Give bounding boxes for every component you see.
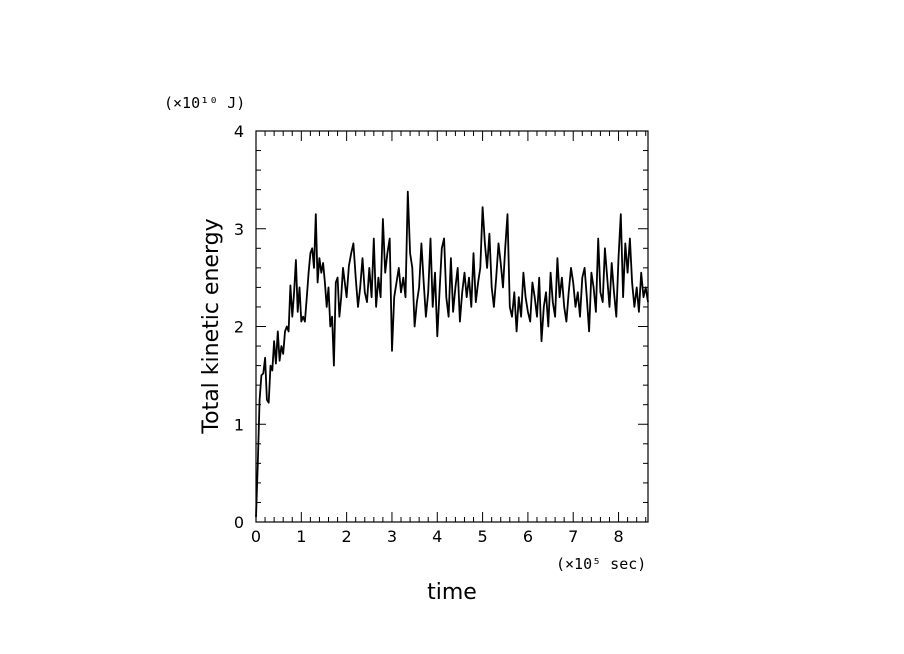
series-layer (255, 190, 649, 518)
axis-ticks (255, 130, 648, 523)
y-tick-label: 4 (234, 122, 244, 141)
y-tick-label: 2 (234, 318, 244, 337)
x-tick-label: 3 (387, 527, 397, 546)
x-tick-label: 7 (568, 527, 578, 546)
x-axis-title: time (427, 580, 477, 605)
x-tick-label: 5 (477, 527, 487, 546)
x-tick-label: 0 (251, 527, 261, 546)
series-line-0 (255, 190, 649, 518)
tick-labels: 0 1 2 3 4 5 6 7 8 0 1 2 3 4 (234, 122, 624, 546)
x-tick-label: 4 (432, 527, 442, 546)
plot-frame (255, 130, 649, 523)
x-tick-label: 2 (342, 527, 352, 546)
x-tick-label: 8 (613, 527, 623, 546)
y-tick-label: 3 (234, 220, 244, 239)
y-tick-label: 0 (234, 513, 244, 532)
x-tick-label: 1 (296, 527, 306, 546)
x-tick-label: 6 (523, 527, 533, 546)
y-axis-title: Total kinetic energy (199, 218, 224, 434)
y-tick-label: 1 (234, 415, 244, 434)
x-unit-label: (×10⁵ sec) (556, 555, 646, 573)
y-unit-label: (×10¹⁰ J) (164, 94, 245, 112)
